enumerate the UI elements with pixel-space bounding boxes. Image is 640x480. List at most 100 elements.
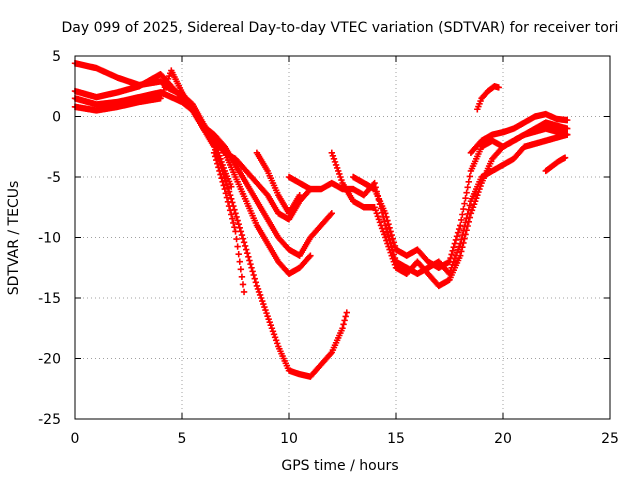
data-point [388,231,395,239]
data-point [564,131,571,138]
data-point [235,250,242,258]
data-point [214,160,221,167]
data-point [385,220,392,228]
y-tick-label: -10 [38,231,61,247]
data-point [446,258,453,265]
data-point [225,202,233,210]
x-tick-label: 25 [601,431,619,447]
data-point [467,210,475,217]
data-point [228,195,235,202]
data-point [374,213,382,220]
data-point [330,155,338,163]
data-point [327,211,334,218]
data-point [466,214,474,221]
data-series [474,83,502,113]
data-point [241,242,249,250]
data-point [223,194,231,201]
data-point [451,240,459,247]
data-point [237,228,245,235]
y-tick-label: 0 [52,110,61,126]
data-point [461,235,468,242]
data-point [250,271,257,279]
data-point [335,167,342,175]
data-series [200,125,350,380]
data-point [390,258,398,265]
data-point [469,204,477,211]
data-point [341,317,348,324]
y-tick-label: -15 [38,291,61,307]
data-point [240,288,248,296]
data-point [253,282,261,290]
data-point [226,207,234,214]
data-point [223,181,231,188]
data-point [391,242,399,250]
data-point [453,249,461,256]
data-point [211,146,219,153]
data-point [249,268,256,275]
data-point [477,182,484,190]
data-point [230,219,237,227]
data-point [272,337,280,344]
data-point [240,239,248,246]
data-point [232,228,239,235]
data-point [332,161,340,169]
data-point [268,325,276,332]
x-tick-label: 5 [178,431,187,447]
data-point [377,222,385,229]
x-tick-label: 10 [280,431,298,447]
data-point [466,202,474,209]
data-point [233,213,240,221]
data-point [385,233,392,240]
data-series [253,149,303,217]
data-point [215,164,222,171]
data-point [221,185,228,193]
data-series [350,125,571,271]
data-point [386,246,393,253]
data-point [376,219,384,226]
data-point [384,240,391,247]
data-point [331,158,339,166]
data-point [235,220,242,228]
y-tick-label: 5 [52,49,61,65]
data-point [454,229,462,236]
data-point [391,261,399,268]
data-point [343,309,350,316]
data-point [378,225,386,232]
data-point [475,188,482,196]
data-point [245,253,252,261]
data-point [476,185,483,193]
data-point [458,248,465,255]
data-point [256,291,264,299]
data-point [470,201,478,208]
data-point [328,210,335,217]
data-point [337,173,344,181]
data-point [236,224,243,232]
data-point [460,205,467,213]
data-point [449,247,456,255]
data-point [236,258,243,265]
data-point [234,243,241,250]
data-point [455,225,463,233]
data-point [382,210,389,217]
data-point [222,190,230,197]
data-point [561,154,569,161]
data-point [224,184,232,192]
data-point [328,149,335,156]
data-point [384,229,391,236]
data-point [387,228,394,235]
data-point [238,273,246,281]
data-point [452,236,460,244]
data-point [465,178,472,186]
data-series [210,149,248,296]
data-point [228,183,235,190]
data-point [389,235,396,242]
data-point [217,171,224,178]
data-point [263,309,270,317]
data-point [261,303,268,311]
data-point [464,184,471,191]
data-point [459,243,466,251]
data-point [213,156,220,164]
data-point [338,176,345,184]
data-point [257,294,265,302]
